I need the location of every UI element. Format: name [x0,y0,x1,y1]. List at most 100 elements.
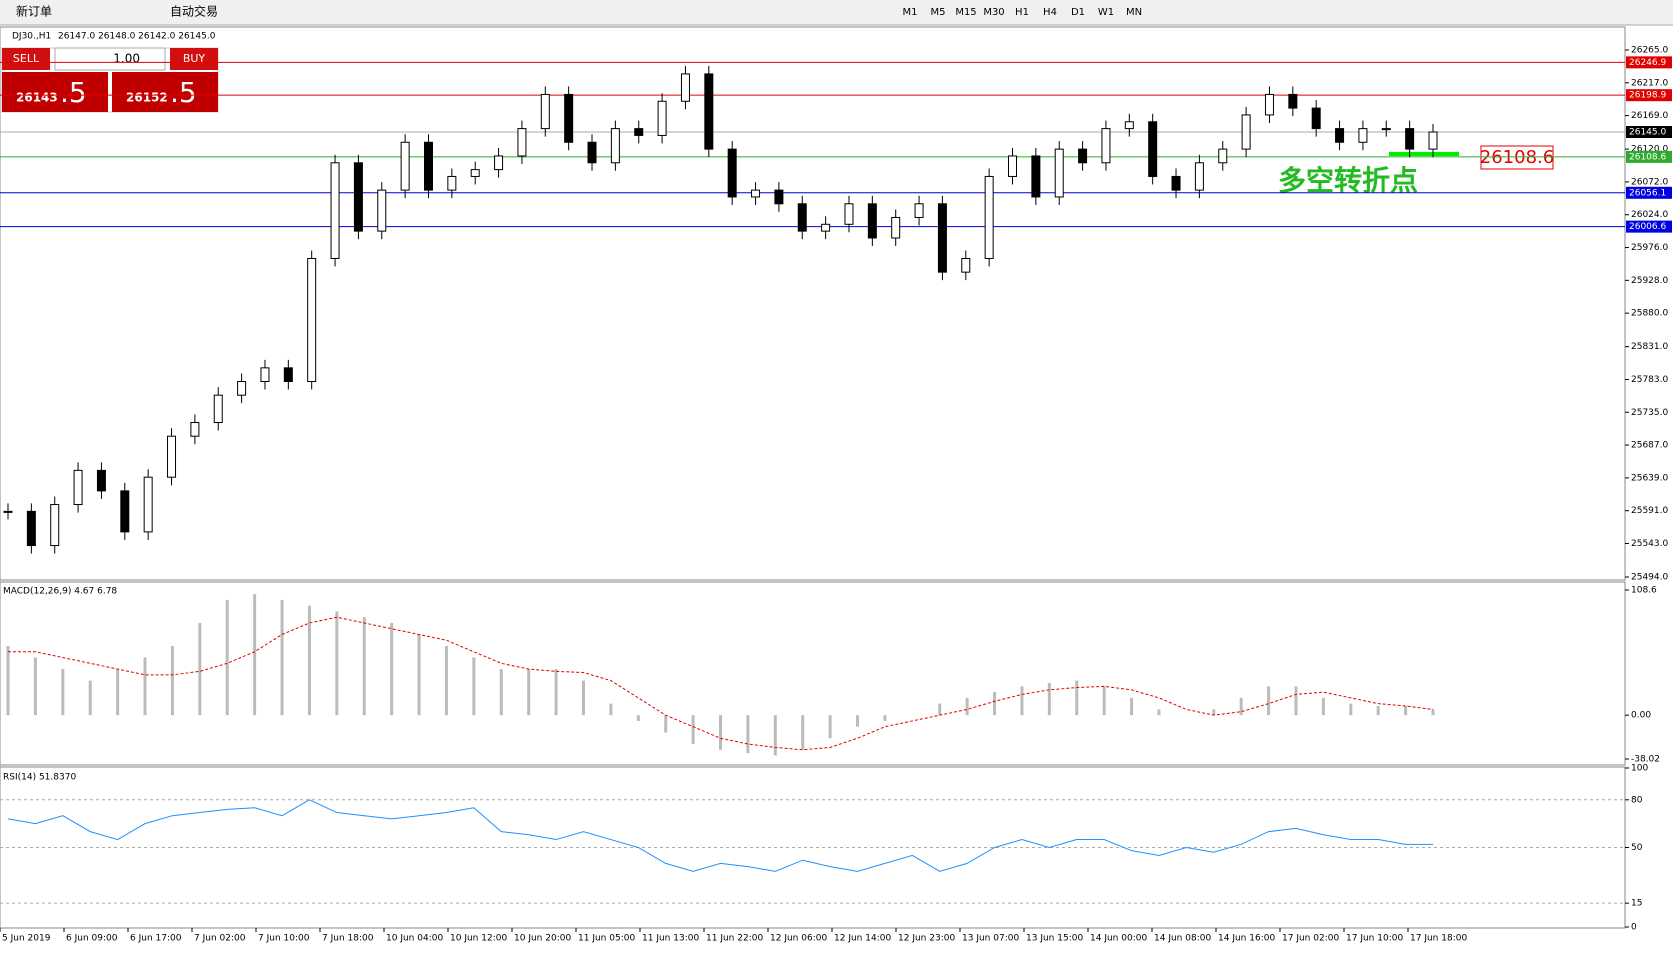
x-tick-label: 5 Jun 2019 [2,934,51,944]
macd-bar [1349,703,1353,716]
timeframe-button[interactable]: W1 [1098,7,1114,18]
x-tick-label: 17 Jun 10:00 [1346,934,1403,944]
price-level-label: 26145.0 [1629,128,1666,138]
candle [1218,148,1228,164]
y-tick-label: 26120.0 [1631,145,1668,155]
x-tick-label: 6 Jun 09:00 [66,934,118,944]
candle [1311,107,1321,130]
macd-bar [609,703,613,716]
macd-bar [1376,705,1380,716]
macd-bar [390,622,394,716]
x-tick-label: 11 Jun 13:00 [642,934,699,944]
macd-bar [143,657,147,716]
timeframe-button[interactable]: M30 [983,7,1004,18]
bid-fraction: .5 [60,76,87,109]
macd-bar [1404,705,1408,716]
timeframe-button[interactable]: H1 [1015,7,1029,18]
candle [1148,121,1158,177]
new-order-button[interactable]: 新订单 [16,4,52,19]
candle [237,381,247,396]
macd-bar [33,657,37,716]
macd-bar [253,594,257,716]
lot-input[interactable] [54,47,166,71]
candle [1008,155,1018,177]
timeframe-button[interactable]: H4 [1043,7,1057,18]
macd-bar [746,715,750,754]
price-level-tag [1626,220,1672,233]
candle [1171,175,1181,191]
bid-main: 26143 [16,91,58,105]
lot-value: 1.00 [113,52,140,66]
macd-bar [993,692,997,716]
candle [494,155,504,171]
price-level-tag [1626,56,1672,69]
macd-bar [691,715,695,744]
macd-bar [965,697,969,716]
price-level-tag [1626,126,1672,139]
macd-bar [664,715,668,733]
buy-button[interactable] [170,48,218,70]
y-tick-label: 100 [1631,764,1648,774]
candle [797,203,807,232]
candle [774,189,784,205]
macd-bar [581,680,585,716]
candle [727,148,737,198]
candle [283,367,293,383]
sell-label: SELL [13,52,40,65]
macd-bar [828,715,832,739]
candle [540,93,550,130]
macd-bar [1431,709,1435,716]
macd-bar [554,669,558,716]
macd-bar [938,703,942,716]
sell-button[interactable] [2,48,50,70]
candle [1078,148,1088,164]
price-level-label: 26006.6 [1629,222,1666,232]
candle [1428,131,1438,150]
y-tick-label: 25735.0 [1631,408,1668,418]
timeframe-button[interactable]: MN [1126,7,1142,18]
candle [1381,128,1391,131]
bid-box[interactable] [2,72,108,112]
y-tick-label: 0.00 [1631,711,1651,721]
candle [680,73,690,102]
ask-box[interactable] [112,72,218,112]
macd-bar [636,715,640,721]
candle [96,469,106,492]
macd-bar [444,646,448,716]
x-tick-label: 13 Jun 07:00 [962,934,1019,944]
candle [821,223,831,232]
macd-bar [170,646,174,716]
macd-bar [1020,686,1024,716]
timeframe-button[interactable]: M1 [903,7,918,18]
candle [844,203,854,225]
level-marker [1389,152,1459,156]
y-tick-label: 25928.0 [1631,276,1668,286]
y-tick-label: 0 [1631,923,1637,933]
x-tick-label: 11 Jun 05:00 [578,934,635,944]
y-tick-label: 26072.0 [1631,177,1668,187]
ask-fraction: .5 [170,76,197,109]
candle [307,257,317,383]
macd-signal [8,616,1434,751]
y-tick-label: 26217.0 [1631,78,1668,88]
auto-trading-button[interactable]: 自动交易 [170,4,218,19]
macd-bar [6,646,10,716]
annotation-box [1480,145,1554,170]
candle [470,169,480,177]
price-level-tag [1626,89,1672,102]
candle [3,510,13,513]
candle [1194,162,1204,191]
y-tick-label: 25976.0 [1631,243,1668,253]
timeframe-button[interactable]: D1 [1071,7,1085,18]
annotation-text: 多空转折点 [1278,164,1418,197]
timeframe-button[interactable]: M15 [955,7,976,18]
timeframe-button[interactable]: M5 [931,7,946,18]
y-tick-label: 50 [1631,843,1643,853]
candle [1101,128,1111,164]
candle [120,490,130,533]
x-tick-label: 7 Jun 18:00 [322,934,374,944]
price-level-label: 26198.9 [1629,91,1666,101]
x-tick-label: 6 Jun 17:00 [130,934,182,944]
macd-bar [719,715,722,750]
